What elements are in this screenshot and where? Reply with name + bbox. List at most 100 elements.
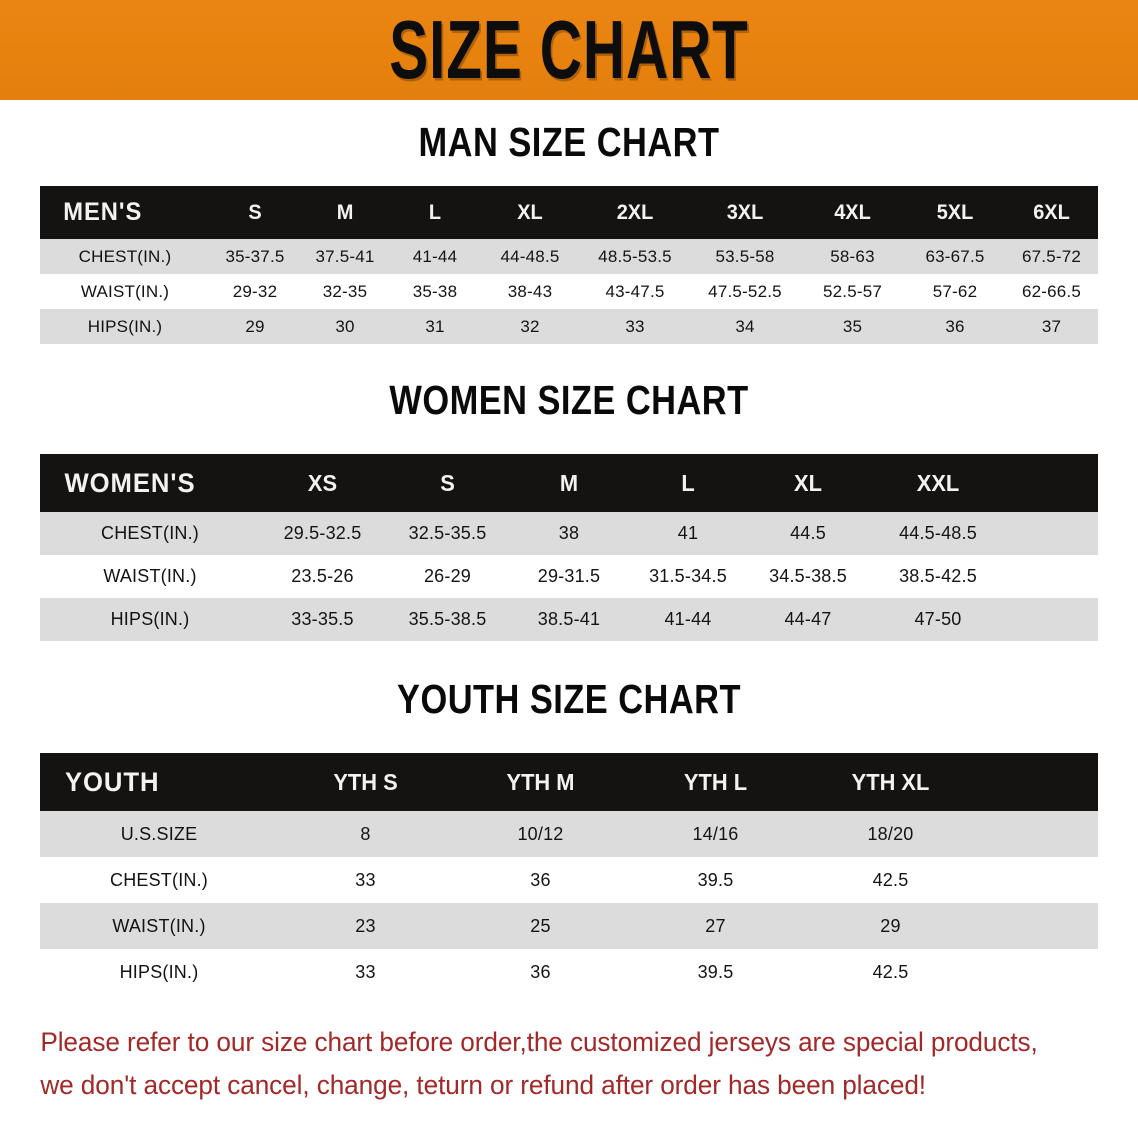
man-row-1-cell-3: 38-43 [507, 281, 553, 301]
man-table-header: MEN'S S M L XL 2XL 3XL 4XL 5XL 6XL [40, 186, 1098, 239]
youth-row-0-cell-0: 8 [360, 823, 371, 844]
youth-header-cell-4: YTH XL [851, 768, 930, 795]
man-row-0-cell-4: 48.5-53.5 [598, 246, 672, 266]
women-row-0-cell-6 [1008, 512, 1098, 555]
man-header-cell-4: XL [517, 200, 543, 224]
man-row-0-cell-6: 58-63 [830, 246, 875, 266]
youth-row-1-cell-4 [978, 857, 1098, 903]
youth-header-cell-5 [981, 753, 1095, 811]
youth-row-2-cell-1: 25 [530, 915, 551, 936]
man-row-1-cell-5: 47.5-52.5 [708, 281, 782, 301]
women-header-cell-5: XL [794, 469, 822, 496]
women-row-2-cell-6 [1008, 598, 1098, 641]
women-row-0-cell-2: 38 [558, 523, 580, 543]
man-row-2-cell-8: 37 [1041, 316, 1062, 336]
table-row: WAIST(IN.) 23.5-26 26-29 29-31.5 31.5-34… [40, 555, 1098, 598]
youth-header-cell-1: YTH S [333, 768, 398, 795]
youth-row-1-cell-2: 39.5 [697, 869, 734, 890]
table-header-row: YOUTH YTH S YTH M YTH L YTH XL [40, 753, 1098, 811]
man-header-cell-8: 5XL [936, 200, 974, 224]
man-size-table: MEN'S S M L XL 2XL 3XL 4XL 5XL 6XL CHEST… [40, 186, 1098, 344]
women-header-cell-7 [1010, 454, 1096, 512]
man-row-0-label: CHEST(IN.) [78, 246, 172, 266]
youth-row-3-cell-4 [978, 949, 1098, 995]
table-header-row: MEN'S S M L XL 2XL 3XL 4XL 5XL 6XL [40, 186, 1098, 239]
man-header-cell-6: 3XL [726, 200, 764, 224]
women-header-cell-4: L [681, 469, 695, 496]
women-row-1-cell-2: 29-31.5 [537, 566, 601, 586]
women-header-cell-6: XXL [916, 469, 960, 496]
man-row-2-cell-3: 32 [520, 316, 540, 336]
women-row-2-cell-5: 47-50 [914, 609, 962, 629]
youth-section-title: YOUTH SIZE CHART [397, 676, 741, 722]
youth-row-2-cell-3: 29 [880, 915, 901, 936]
order-policy-line-2: we don't accept cancel, change, teturn o… [40, 1070, 926, 1101]
youth-header-cell-2: YTH M [506, 768, 575, 795]
youth-size-table: YOUTH YTH S YTH M YTH L YTH XL U.S.SIZE … [40, 753, 1098, 995]
youth-row-0-cell-1: 10/12 [517, 823, 564, 844]
order-policy-note: Please refer to our size chart before or… [19, 1021, 1086, 1107]
table-row: CHEST(IN.) 29.5-32.5 32.5-35.5 38 41 44.… [40, 512, 1098, 555]
women-row-1-cell-5: 38.5-42.5 [899, 566, 977, 586]
man-row-0-cell-2: 41-44 [412, 246, 458, 266]
man-row-1-cell-8: 62-66.5 [1021, 281, 1082, 301]
table-row: CHEST(IN.) 33 36 39.5 42.5 [40, 857, 1098, 903]
youth-row-3-cell-2: 39.5 [697, 961, 734, 982]
man-header-cell-9: 6XL [1033, 200, 1070, 224]
youth-table-header: YOUTH YTH S YTH M YTH L YTH XL [40, 753, 1098, 811]
women-row-0-cell-3: 41 [677, 523, 699, 543]
table-header-row: WOMEN'S XS S M L XL XXL [40, 454, 1098, 512]
youth-row-2-cell-0: 23 [355, 915, 376, 936]
man-row-0-cell-8: 67.5-72 [1021, 246, 1082, 266]
women-row-2-cell-3: 41-44 [664, 609, 712, 629]
women-size-table: WOMEN'S XS S M L XL XXL CHEST(IN.) 29.5-… [40, 454, 1098, 641]
youth-row-2-cell-4 [978, 903, 1098, 949]
man-header-cell-1: S [248, 200, 262, 224]
women-row-0-cell-1: 32.5-35.5 [408, 523, 487, 543]
man-row-2-cell-6: 35 [842, 316, 863, 336]
youth-row-1-cell-1: 36 [530, 869, 551, 890]
man-row-1-label: WAIST(IN.) [80, 281, 170, 301]
youth-row-3-cell-3: 42.5 [872, 961, 909, 982]
women-row-0-cell-5: 44.5-48.5 [899, 523, 977, 543]
man-row-2-label: HIPS(IN.) [87, 316, 163, 336]
women-header-cell-2: S [440, 469, 455, 496]
youth-row-3-cell-1: 36 [530, 961, 551, 982]
man-row-2-cell-1: 30 [335, 316, 355, 336]
man-header-cell-5: 2XL [616, 200, 654, 224]
women-header-cell-1: XS [307, 469, 338, 496]
youth-row-0-cell-2: 14/16 [692, 823, 739, 844]
man-row-2-cell-2: 31 [425, 316, 445, 336]
youth-row-1-cell-0: 33 [355, 869, 376, 890]
man-row-0-cell-3: 44-48.5 [500, 246, 560, 266]
women-row-0-label: CHEST(IN.) [101, 523, 199, 543]
women-row-1-cell-4: 34.5-38.5 [769, 566, 847, 586]
table-row: WAIST(IN.) 23 25 27 29 [40, 903, 1098, 949]
man-row-2-cell-7: 36 [945, 316, 965, 336]
women-section-title: WOMEN SIZE CHART [389, 377, 749, 423]
youth-table-body: U.S.SIZE 8 10/12 14/16 18/20 CHEST(IN.) … [40, 811, 1098, 995]
table-row: CHEST(IN.) 35-37.5 37.5-41 41-44 44-48.5… [40, 239, 1098, 274]
women-table-body: CHEST(IN.) 29.5-32.5 32.5-35.5 38 41 44.… [40, 512, 1098, 641]
man-row-2-cell-5: 34 [735, 316, 755, 336]
women-row-0-cell-4: 44.5 [790, 523, 826, 543]
table-row: HIPS(IN.) 29 30 31 32 33 34 35 36 37 [40, 309, 1098, 344]
youth-size-chart-section: YOUTH SIZE CHART YOUTH YTH S YTH M YTH L… [0, 676, 1138, 995]
man-row-1-cell-4: 43-47.5 [605, 281, 665, 301]
women-row-0-cell-0: 29.5-32.5 [283, 523, 362, 543]
youth-row-2-label: WAIST(IN.) [112, 915, 206, 936]
order-policy-line-1: Please refer to our size chart before or… [40, 1027, 1038, 1057]
youth-row-0-cell-4 [978, 811, 1098, 857]
women-row-2-cell-0: 33-35.5 [291, 609, 354, 629]
women-row-1-label: WAIST(IN.) [103, 566, 197, 586]
women-size-chart-section: WOMEN SIZE CHART WOMEN'S XS S M L XL XXL [0, 377, 1138, 641]
women-row-2-cell-2: 38.5-41 [537, 609, 601, 629]
women-row-1-cell-1: 26-29 [423, 566, 472, 586]
man-table-body: CHEST(IN.) 35-37.5 37.5-41 41-44 44-48.5… [40, 239, 1098, 344]
man-size-chart-section: MAN SIZE CHART MEN'S S M L XL 2XL 3XL 4X… [0, 120, 1138, 344]
man-row-0-cell-7: 63-67.5 [925, 246, 985, 266]
man-header-cell-0: MEN'S [63, 198, 143, 226]
man-row-1-cell-6: 52.5-57 [822, 281, 883, 301]
man-header-cell-2: M [336, 200, 354, 224]
